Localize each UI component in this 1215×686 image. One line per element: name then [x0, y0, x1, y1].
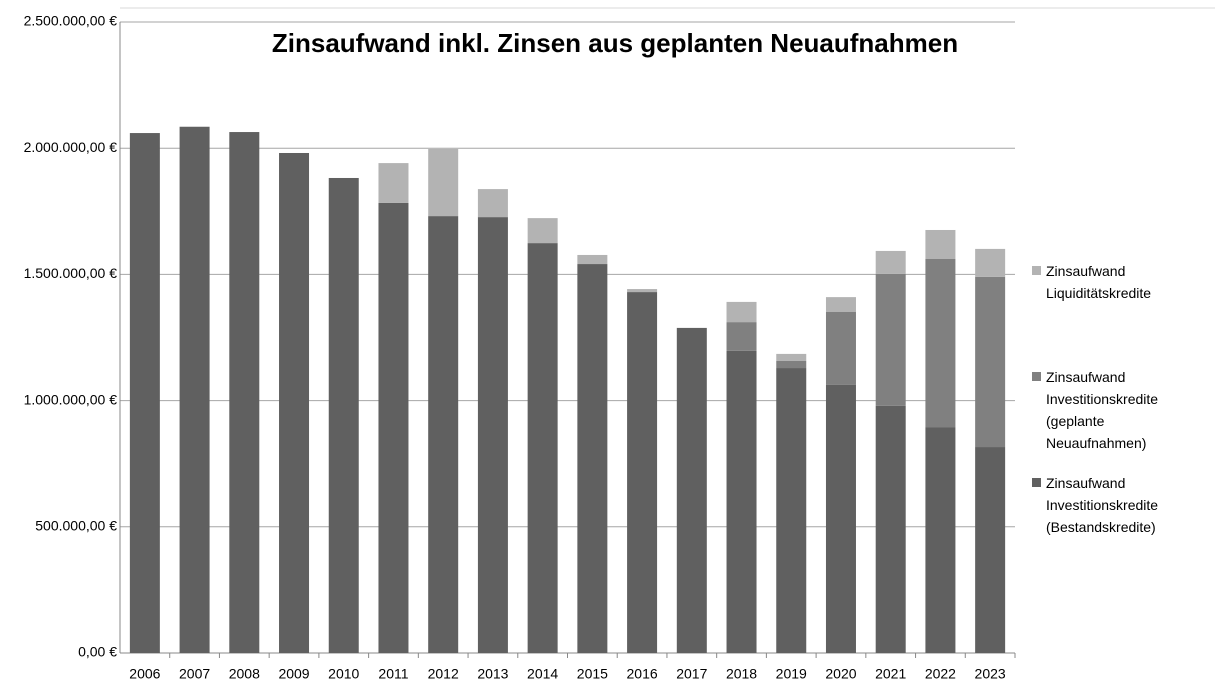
x-tick-label: 2008: [229, 666, 260, 682]
bar-segment: [875, 273, 906, 406]
y-tick-label: 2.500.000,00 €: [24, 13, 118, 29]
x-tick-label: 2019: [776, 666, 807, 682]
bar-segment: [477, 189, 508, 218]
bar-segment: [825, 384, 856, 653]
x-tick-label: 2011: [378, 666, 408, 682]
x-tick-label: 2007: [179, 666, 210, 682]
bar-segment: [925, 229, 956, 260]
legend-label: Zinsaufwand Liquiditätskredite: [1046, 263, 1152, 301]
legend-swatch: [1032, 266, 1041, 275]
x-tick-label: 2006: [129, 666, 160, 682]
bar-segment: [825, 297, 856, 313]
bar-segment: [378, 202, 409, 653]
bar-segment: [726, 301, 757, 323]
legend-label: Zinsaufwand Investitionskredite (geplant…: [1046, 369, 1159, 451]
bar-segment: [776, 368, 807, 653]
bar-segment: [925, 259, 956, 428]
legend-swatch: [1032, 372, 1041, 381]
bar-segment: [279, 152, 310, 653]
x-tick-label: 2018: [726, 666, 757, 682]
legend-item: Zinsaufwand Investitionskredite (geplant…: [1030, 366, 1190, 454]
x-tick-label: 2017: [676, 666, 707, 682]
bar-segment: [378, 163, 409, 203]
bar-segment: [776, 353, 807, 361]
x-tick-label: 2022: [925, 666, 956, 682]
bar-segment: [527, 243, 558, 653]
bar-segment: [975, 447, 1006, 653]
legend-item: Zinsaufwand Investitionskredite (Bestand…: [1030, 472, 1190, 538]
x-tick-label: 2013: [477, 666, 508, 682]
bar-segment: [129, 133, 160, 653]
x-tick-label: 2016: [627, 666, 658, 682]
legend-swatch: [1032, 478, 1041, 487]
bar-segment: [825, 312, 856, 385]
x-tick-label: 2014: [527, 666, 558, 682]
bar-segment: [875, 405, 906, 653]
bar-segment: [179, 126, 210, 654]
bar-segment: [776, 360, 807, 369]
bar-segment: [975, 276, 1006, 448]
bar-segment: [975, 248, 1006, 277]
bar-segment: [577, 254, 608, 265]
bar-segment: [726, 322, 757, 351]
y-tick-label: 1.000.000,00 €: [24, 391, 118, 407]
x-tick-label: 2009: [278, 666, 309, 682]
y-tick-label: 2.000.000,00 €: [24, 139, 118, 155]
bar-segment: [726, 350, 757, 653]
bar-segment: [676, 327, 707, 653]
y-tick-label: 500.000,00 €: [35, 518, 117, 534]
bar-segment: [428, 148, 459, 217]
bar-segment: [229, 132, 260, 654]
bar-segment: [925, 427, 956, 653]
bar-segment: [428, 216, 459, 654]
chart-title: Zinsaufwand inkl. Zinsen aus geplanten N…: [272, 28, 958, 58]
bar-segment: [577, 264, 608, 653]
bar-segment: [875, 250, 906, 274]
x-tick-label: 2012: [428, 666, 459, 682]
legend-item: Zinsaufwand Liquiditätskredite: [1030, 260, 1190, 304]
x-tick-label: 2010: [328, 666, 359, 682]
y-tick-label: 1.500.000,00 €: [24, 265, 118, 281]
x-tick-label: 2020: [825, 666, 856, 682]
bar-segment: [627, 292, 658, 653]
bar-segment: [527, 218, 558, 244]
legend-label: Zinsaufwand Investitionskredite (Bestand…: [1046, 475, 1159, 535]
y-tick-label: 0,00 €: [78, 644, 117, 660]
x-tick-label: 2015: [577, 666, 608, 682]
bar-segment: [328, 177, 359, 653]
bar-segment: [627, 289, 658, 293]
bar-segment: [477, 217, 508, 653]
x-tick-label: 2021: [875, 666, 906, 682]
x-tick-label: 2023: [975, 666, 1006, 682]
